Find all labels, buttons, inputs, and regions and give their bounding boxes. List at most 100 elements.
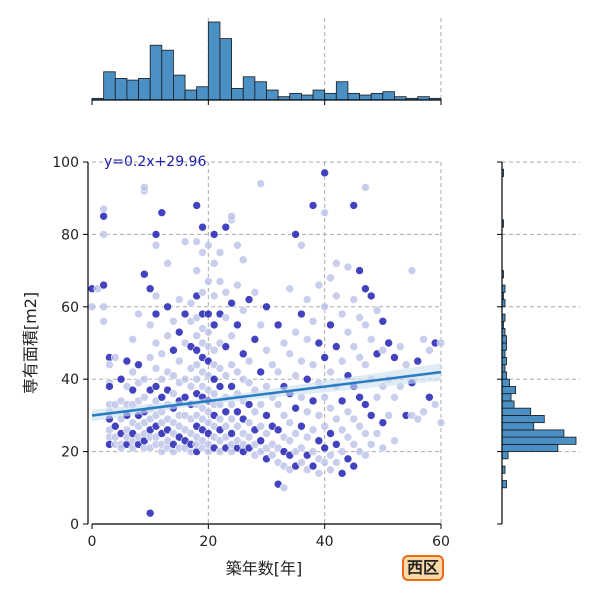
data-point bbox=[291, 403, 300, 413]
data-point bbox=[250, 288, 260, 297]
data-point bbox=[233, 367, 242, 377]
data-point bbox=[320, 302, 329, 312]
data-point bbox=[163, 259, 172, 268]
right-hist-bar bbox=[501, 357, 507, 366]
data-point bbox=[378, 418, 388, 427]
right-hist-bar bbox=[501, 451, 509, 460]
data-point bbox=[151, 291, 161, 301]
y-axis-label: 専有面積[m2] bbox=[21, 292, 40, 394]
data-point bbox=[238, 349, 248, 359]
top-hist-bar bbox=[231, 87, 244, 101]
data-point bbox=[390, 392, 399, 402]
top-hist-bar bbox=[219, 38, 232, 101]
data-point bbox=[227, 331, 236, 341]
right-hist-bar bbox=[501, 443, 559, 452]
data-point bbox=[326, 450, 335, 460]
data-point bbox=[285, 349, 295, 359]
data-point bbox=[361, 320, 370, 330]
data-point bbox=[302, 374, 312, 384]
data-point bbox=[291, 230, 300, 239]
data-point bbox=[221, 313, 231, 322]
data-point bbox=[151, 240, 161, 250]
data-point bbox=[425, 392, 434, 402]
data-point bbox=[256, 421, 265, 431]
data-point bbox=[169, 345, 178, 355]
data-point bbox=[99, 280, 108, 290]
right-marginal-histogram bbox=[497, 161, 580, 525]
data-point bbox=[297, 240, 306, 250]
data-point bbox=[337, 425, 347, 435]
data-point bbox=[349, 461, 359, 471]
data-point bbox=[308, 360, 318, 370]
top-hist-bar bbox=[149, 44, 163, 101]
data-point bbox=[302, 295, 312, 304]
data-point bbox=[99, 230, 108, 239]
x-axis-label: 築年数[年] bbox=[226, 559, 303, 578]
data-point bbox=[320, 168, 329, 178]
data-point bbox=[390, 436, 399, 446]
data-point bbox=[233, 240, 242, 250]
data-point bbox=[297, 458, 306, 467]
top-hist-bar bbox=[138, 78, 151, 101]
data-point bbox=[401, 360, 411, 370]
data-point bbox=[273, 400, 283, 409]
data-point bbox=[151, 382, 161, 391]
data-point bbox=[221, 222, 231, 232]
data-point bbox=[326, 465, 335, 475]
right-hist-bar bbox=[501, 371, 507, 380]
data-point bbox=[308, 316, 318, 326]
data-point bbox=[273, 425, 283, 435]
data-point bbox=[331, 259, 341, 268]
top-hist-bar bbox=[382, 91, 395, 101]
data-point bbox=[343, 327, 353, 337]
data-point bbox=[227, 360, 236, 370]
data-point bbox=[279, 483, 289, 493]
data-point bbox=[366, 411, 376, 420]
data-point bbox=[110, 421, 120, 431]
data-point bbox=[157, 208, 167, 217]
top-hist-bar bbox=[370, 92, 384, 101]
data-point bbox=[372, 429, 382, 438]
data-point bbox=[355, 353, 364, 362]
data-point bbox=[227, 212, 236, 221]
data-point bbox=[221, 371, 231, 380]
data-point bbox=[145, 508, 155, 518]
data-point bbox=[128, 335, 138, 344]
data-point bbox=[337, 309, 347, 319]
x-tick-label: 40 bbox=[316, 534, 334, 550]
data-point bbox=[215, 277, 225, 286]
right-hist-bar bbox=[501, 386, 516, 395]
data-point bbox=[297, 443, 306, 453]
data-point bbox=[180, 309, 190, 319]
data-point bbox=[180, 237, 190, 246]
top-hist-bar bbox=[126, 79, 139, 101]
data-point bbox=[390, 353, 399, 362]
data-point bbox=[233, 320, 242, 330]
data-point bbox=[186, 382, 196, 391]
data-point bbox=[366, 335, 376, 344]
regression-line bbox=[91, 363, 442, 422]
data-point bbox=[204, 277, 213, 286]
data-point bbox=[157, 374, 167, 384]
data-point bbox=[169, 316, 178, 326]
data-point bbox=[262, 302, 271, 312]
data-point bbox=[99, 302, 108, 312]
right-hist-bar bbox=[501, 342, 507, 351]
data-point bbox=[256, 367, 265, 377]
data-point bbox=[361, 360, 370, 370]
data-point bbox=[268, 360, 277, 370]
top-hist-bar bbox=[300, 94, 314, 101]
axes bbox=[87, 162, 441, 525]
data-point bbox=[413, 414, 423, 424]
data-point bbox=[244, 400, 254, 409]
data-point bbox=[349, 342, 359, 351]
data-point bbox=[198, 288, 207, 297]
data-point bbox=[99, 316, 108, 326]
data-point bbox=[233, 421, 242, 431]
data-point bbox=[273, 367, 283, 377]
data-point bbox=[268, 450, 277, 460]
data-point bbox=[128, 367, 138, 377]
y-tick-label: 0 bbox=[70, 517, 79, 533]
data-point bbox=[174, 327, 184, 337]
